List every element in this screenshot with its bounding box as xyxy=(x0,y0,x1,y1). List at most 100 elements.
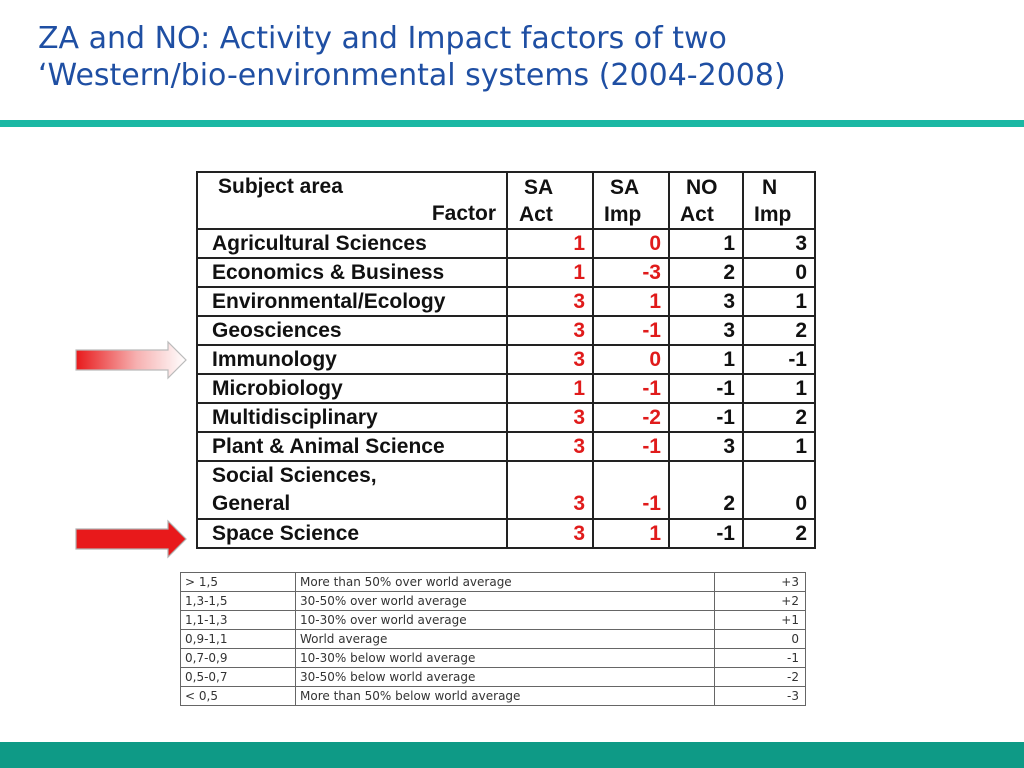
n-imp-cell: 2 xyxy=(742,402,816,433)
sa-act-cell: 3 xyxy=(506,315,594,346)
table-header-row: Subject area Factor SA Act SA Imp NO Act… xyxy=(196,171,816,230)
sa-act-cell: 3 xyxy=(506,518,594,549)
sa-act-header-line1: SA xyxy=(524,176,554,199)
legend-score: +1 xyxy=(714,610,806,630)
table-row: Immunology 3 0 1 -1 xyxy=(196,344,816,375)
sa-imp-cell: -1 xyxy=(592,431,670,462)
legend-score: 0 xyxy=(714,629,806,649)
subject-cell: Geosciences xyxy=(196,315,508,346)
legend-score: +2 xyxy=(714,591,806,611)
subject-area-label: Subject area xyxy=(218,175,343,198)
sa-imp-cell: -1 xyxy=(592,315,670,346)
subject-cell: Social Sciences, General xyxy=(196,460,508,520)
n-imp-cell: 0 xyxy=(742,257,816,288)
sa-imp-cell: -3 xyxy=(592,257,670,288)
legend-score: +3 xyxy=(714,572,806,592)
subject-cell: Immunology xyxy=(196,344,508,375)
sa-act-header-line2: Act xyxy=(519,203,553,226)
n-imp-cell: -1 xyxy=(742,344,816,375)
no-act-header: NO Act xyxy=(668,171,744,230)
legend-range: 1,3-1,5 xyxy=(180,591,296,611)
subject-line-2: General xyxy=(212,492,291,515)
legend-description: 30-50% below world average xyxy=(295,667,715,687)
sa-act-header: SA Act xyxy=(506,171,594,230)
no-act-cell: 2 xyxy=(668,460,744,520)
sa-imp-cell: 1 xyxy=(592,518,670,549)
n-imp-cell: 2 xyxy=(742,315,816,346)
slide-title: ZA and NO: Activity and Impact factors o… xyxy=(38,20,998,94)
legend-description: 30-50% over world average xyxy=(295,591,715,611)
legend-description: More than 50% below world average xyxy=(295,686,715,706)
no-act-cell: 2 xyxy=(668,257,744,288)
table-row: Multidisciplinary 3 -2 -1 2 xyxy=(196,402,816,433)
legend-row: 0,7-0,9 10-30% below world average -1 xyxy=(180,648,806,668)
activity-impact-table: Subject area Factor SA Act SA Imp NO Act… xyxy=(196,171,816,549)
legend-range: 0,9-1,1 xyxy=(180,629,296,649)
table-row: Plant & Animal Science 3 -1 3 1 xyxy=(196,431,816,462)
n-imp-cell: 3 xyxy=(742,228,816,259)
legend-description: World average xyxy=(295,629,715,649)
sa-act-cell: 3 xyxy=(506,431,594,462)
n-imp-cell: 1 xyxy=(742,373,816,404)
legend-score: -2 xyxy=(714,667,806,687)
table-row: Environmental/Ecology 3 1 3 1 xyxy=(196,286,816,317)
sa-imp-header-line1: SA xyxy=(610,176,640,199)
n-imp-header-line2: Imp xyxy=(754,203,792,226)
score-legend-table: > 1,5 More than 50% over world average +… xyxy=(180,572,806,706)
title-divider xyxy=(0,120,1024,127)
no-act-cell: 1 xyxy=(668,344,744,375)
legend-description: More than 50% over world average xyxy=(295,572,715,592)
sa-act-cell: 1 xyxy=(506,228,594,259)
table-row: Social Sciences, General 3 -1 2 0 xyxy=(196,460,816,520)
n-imp-cell: 2 xyxy=(742,518,816,549)
table-row: Space Science 3 1 -1 2 xyxy=(196,518,816,549)
title-line-2: ‘Western/bio-environmental systems (2004… xyxy=(38,58,786,93)
no-act-cell: 3 xyxy=(668,315,744,346)
legend-range: 1,1-1,3 xyxy=(180,610,296,630)
solid-arrow-icon xyxy=(75,519,187,559)
legend-row: > 1,5 More than 50% over world average +… xyxy=(180,572,806,592)
footer-band xyxy=(0,742,1024,768)
sa-act-cell: 1 xyxy=(506,257,594,288)
no-act-cell: 1 xyxy=(668,228,744,259)
legend-row: < 0,5 More than 50% below world average … xyxy=(180,686,806,706)
legend-description: 10-30% below world average xyxy=(295,648,715,668)
no-act-cell: 3 xyxy=(668,286,744,317)
sa-imp-cell: -1 xyxy=(592,460,670,520)
sa-act-cell: 3 xyxy=(506,344,594,375)
sa-imp-header-line2: Imp xyxy=(604,203,642,226)
n-imp-cell: 1 xyxy=(742,286,816,317)
legend-row: 1,3-1,5 30-50% over world average +2 xyxy=(180,591,806,611)
no-act-cell: -1 xyxy=(668,518,744,549)
legend-range: 0,5-0,7 xyxy=(180,667,296,687)
legend-score: -3 xyxy=(714,686,806,706)
n-imp-cell: 0 xyxy=(742,460,816,520)
sa-imp-cell: 0 xyxy=(592,228,670,259)
subject-cell: Multidisciplinary xyxy=(196,402,508,433)
legend-range: < 0,5 xyxy=(180,686,296,706)
table-row: Economics & Business 1 -3 2 0 xyxy=(196,257,816,288)
legend-range: 0,7-0,9 xyxy=(180,648,296,668)
subject-cell: Economics & Business xyxy=(196,257,508,288)
n-imp-cell: 1 xyxy=(742,431,816,462)
subject-area-header: Subject area Factor xyxy=(196,171,508,230)
sa-imp-header: SA Imp xyxy=(592,171,670,230)
subject-cell: Environmental/Ecology xyxy=(196,286,508,317)
subject-cell: Plant & Animal Science xyxy=(196,431,508,462)
sa-imp-cell: -1 xyxy=(592,373,670,404)
sa-imp-cell: 1 xyxy=(592,286,670,317)
no-act-header-line2: Act xyxy=(680,203,714,226)
legend-score: -1 xyxy=(714,648,806,668)
subject-cell: Agricultural Sciences xyxy=(196,228,508,259)
subject-cell: Space Science xyxy=(196,518,508,549)
sa-act-cell: 3 xyxy=(506,286,594,317)
table-row: Agricultural Sciences 1 0 1 3 xyxy=(196,228,816,259)
table-row: Microbiology 1 -1 -1 1 xyxy=(196,373,816,404)
title-line-1: ZA and NO: Activity and Impact factors o… xyxy=(38,21,727,56)
sa-act-cell: 3 xyxy=(506,402,594,433)
legend-row: 0,5-0,7 30-50% below world average -2 xyxy=(180,667,806,687)
legend-description: 10-30% over world average xyxy=(295,610,715,630)
legend-row: 1,1-1,3 10-30% over world average +1 xyxy=(180,610,806,630)
no-act-cell: -1 xyxy=(668,373,744,404)
no-act-cell: -1 xyxy=(668,402,744,433)
